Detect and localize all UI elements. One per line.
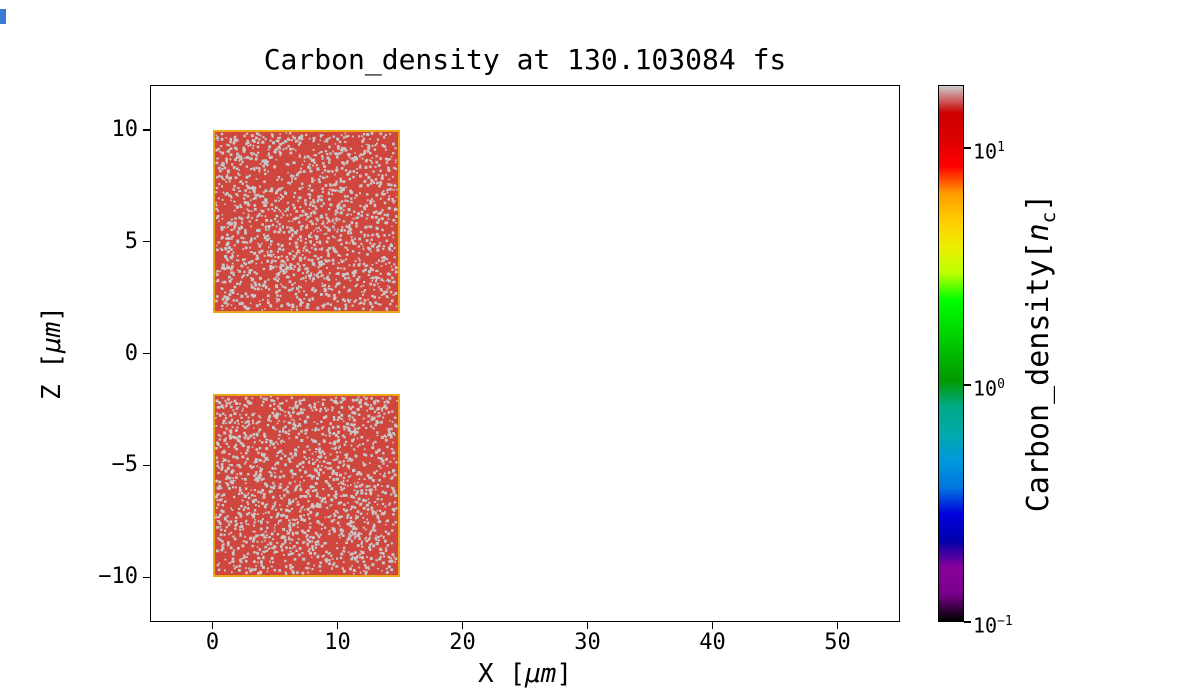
colorbar-tick-exponent: 0 xyxy=(997,376,1005,392)
colorbar xyxy=(938,85,964,622)
z-tick-label: −10 xyxy=(98,564,138,590)
colorbar-tick-exponent: 1 xyxy=(997,139,1005,155)
z-tick xyxy=(143,576,150,578)
colorbar-tick xyxy=(964,621,971,623)
screen-corner-artifact xyxy=(0,9,6,24)
colorbar-label-post: ] xyxy=(1021,193,1056,212)
colorbar-tick-label: 100 xyxy=(973,371,1005,403)
z-tick-label: 0 xyxy=(124,340,138,366)
z-tick-label: 10 xyxy=(111,116,139,142)
x-axis-label: X [μm] xyxy=(150,658,900,690)
x-tick xyxy=(711,622,714,629)
colorbar-label-pre: Carbon_density[ xyxy=(1021,241,1056,513)
x-tick xyxy=(211,622,214,629)
x-tick xyxy=(586,622,589,629)
z-tick-label: 5 xyxy=(124,228,138,254)
x-tick-label: 10 xyxy=(324,630,351,655)
x-tick xyxy=(461,622,464,629)
colorbar-tick-exponent: −1 xyxy=(997,614,1013,629)
colorbar-label-sub: c xyxy=(1038,211,1060,224)
colorbar-tick-label: 101 xyxy=(973,134,1005,166)
x-tick-label: 40 xyxy=(699,630,726,655)
chart-title: Carbon_density at 130.103084 fs xyxy=(263,43,787,76)
density-block xyxy=(212,129,400,314)
x-tick-label: 50 xyxy=(824,630,851,655)
colorbar-tick-base: 10 xyxy=(973,613,998,638)
colorbar-tick xyxy=(964,384,971,386)
y-axis-label-post: ] xyxy=(37,306,67,322)
speckle-noise-layer xyxy=(214,131,398,311)
z-tick xyxy=(143,352,150,355)
x-tick-label: 30 xyxy=(574,630,601,655)
z-tick xyxy=(143,464,150,467)
x-axis-unit: μm xyxy=(525,659,557,689)
colorbar-label: Carbon_density[nc] xyxy=(1021,193,1066,513)
colorbar-tick-base: 10 xyxy=(973,376,998,401)
colorbar-tick-base: 10 xyxy=(973,139,998,164)
colorbar-tick xyxy=(964,147,971,149)
z-tick xyxy=(143,240,150,243)
z-tick xyxy=(143,129,150,131)
colorbar-tick-label: 10−1 xyxy=(973,608,1013,640)
x-axis-label-post: ] xyxy=(556,659,572,689)
x-tick-label: 0 xyxy=(205,630,220,655)
x-tick-label: 20 xyxy=(449,630,476,655)
x-tick xyxy=(336,622,339,629)
x-axis-label-pre: X [ xyxy=(478,659,525,689)
x-tick xyxy=(836,622,839,629)
density-block xyxy=(212,393,400,578)
colorbar-label-var: n xyxy=(1021,223,1056,242)
z-tick-label: −5 xyxy=(111,452,139,478)
speckle-noise-layer xyxy=(214,395,398,575)
